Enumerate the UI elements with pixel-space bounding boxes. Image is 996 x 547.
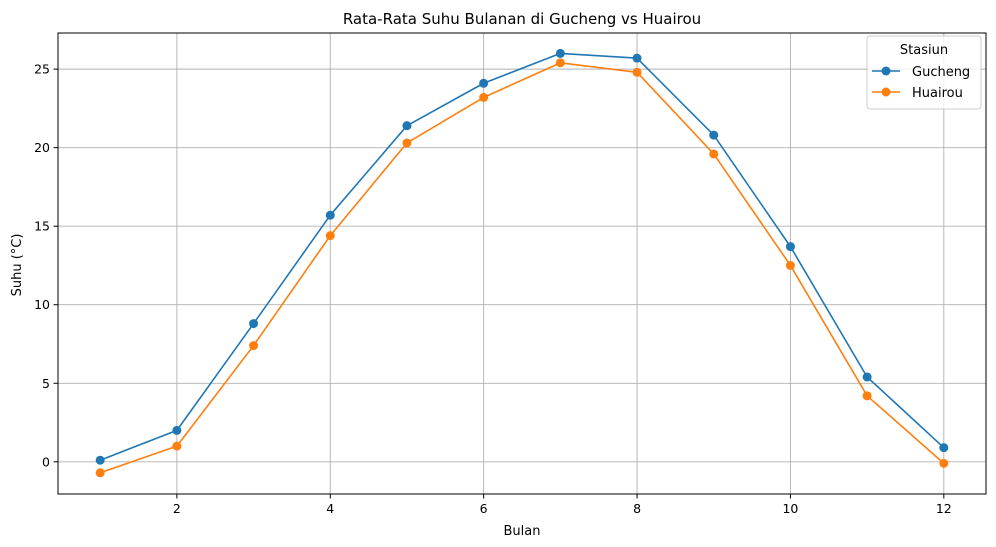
data-point-huairou bbox=[939, 458, 949, 468]
data-point-huairou bbox=[479, 92, 489, 102]
x-tick-label: 4 bbox=[326, 501, 334, 516]
legend-label-gucheng: Gucheng bbox=[912, 65, 970, 80]
data-point-gucheng bbox=[555, 48, 565, 58]
x-axis-ticks: 2 4 6 8 10 12 bbox=[173, 494, 952, 516]
legend-box bbox=[866, 35, 982, 110]
data-point-gucheng bbox=[632, 53, 642, 63]
legend-title: Stasiun bbox=[900, 43, 948, 58]
data-point-huairou bbox=[555, 58, 565, 68]
plot-area-frame bbox=[57, 32, 987, 495]
x-tick-label: 6 bbox=[480, 501, 488, 516]
data-point-gucheng bbox=[95, 455, 105, 465]
data-point-gucheng bbox=[862, 372, 872, 382]
data-point-gucheng bbox=[325, 210, 335, 220]
data-point-huairou bbox=[402, 138, 412, 148]
data-point-huairou bbox=[172, 441, 182, 451]
legend: Stasiun Gucheng Huairou bbox=[866, 35, 982, 110]
data-point-gucheng bbox=[172, 425, 182, 435]
series-line-gucheng bbox=[99, 52, 945, 461]
series-layer bbox=[95, 48, 949, 478]
chart-title: Rata-Rata Suhu Bulanan di Gucheng vs Hua… bbox=[343, 10, 701, 28]
data-point-gucheng bbox=[709, 130, 719, 140]
data-point-gucheng bbox=[249, 319, 259, 329]
data-point-gucheng bbox=[402, 121, 412, 131]
data-point-huairou bbox=[632, 67, 642, 77]
x-axis-label: Bulan bbox=[504, 524, 541, 539]
y-axis-label: Suhu (°C) bbox=[10, 234, 25, 297]
y-tick-label: 5 bbox=[42, 376, 50, 391]
data-point-gucheng bbox=[939, 443, 949, 453]
legend-marker-huairou bbox=[881, 87, 891, 97]
y-tick-label: 0 bbox=[42, 454, 50, 469]
data-point-huairou bbox=[95, 468, 105, 478]
y-tick-label: 25 bbox=[34, 62, 50, 77]
data-point-gucheng bbox=[479, 78, 489, 88]
data-point-huairou bbox=[785, 260, 795, 270]
y-tick-label: 10 bbox=[34, 297, 50, 312]
data-point-huairou bbox=[862, 391, 872, 401]
data-point-huairou bbox=[709, 149, 719, 159]
data-point-gucheng bbox=[785, 242, 795, 252]
y-tick-label: 20 bbox=[34, 140, 50, 155]
data-point-huairou bbox=[249, 341, 259, 351]
data-point-huairou bbox=[325, 231, 335, 241]
legend-marker-gucheng bbox=[881, 66, 891, 76]
x-tick-label: 12 bbox=[936, 501, 952, 516]
y-axis-ticks: 0 5 10 15 20 25 bbox=[34, 62, 58, 469]
y-tick-label: 15 bbox=[34, 219, 50, 234]
x-tick-label: 8 bbox=[633, 501, 641, 516]
x-tick-label: 10 bbox=[782, 501, 798, 516]
series-line-huairou bbox=[99, 62, 945, 474]
legend-label-huairou: Huairou bbox=[912, 86, 963, 101]
x-tick-label: 2 bbox=[173, 501, 181, 516]
